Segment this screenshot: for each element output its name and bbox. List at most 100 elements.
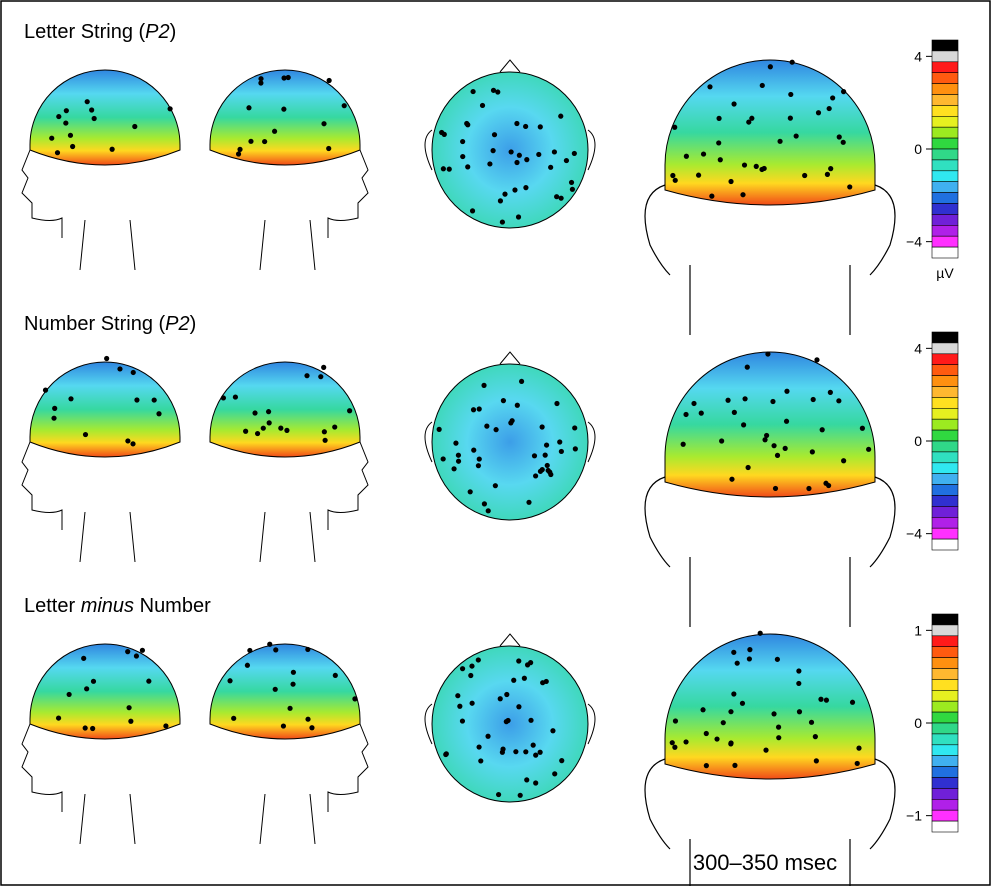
electrode [516, 658, 521, 663]
colorbar-cell [932, 647, 958, 658]
colorbar-cell [932, 614, 958, 625]
electrode [327, 78, 332, 83]
electrode [70, 144, 75, 149]
electrode [533, 753, 538, 758]
colorbar-cell [932, 701, 958, 712]
electrode [481, 383, 486, 388]
electrode [573, 446, 578, 451]
electrode [272, 129, 277, 134]
electrode [552, 771, 557, 776]
electrode [469, 663, 474, 668]
colorbar-cell [932, 756, 958, 767]
electrode [501, 398, 506, 403]
electrode [850, 700, 855, 705]
colorbar-cell [932, 539, 958, 550]
electrode [125, 438, 130, 443]
colorbar-cell [932, 528, 958, 539]
electrode [701, 151, 706, 156]
colorbar-cell [932, 73, 958, 84]
electrode [745, 365, 750, 370]
electrode [163, 723, 168, 728]
electrode [273, 647, 278, 652]
colorbar-tick-label: −1 [906, 808, 922, 824]
electrode [764, 433, 769, 438]
electrode [788, 116, 793, 121]
electrode [784, 389, 789, 394]
electrode [540, 424, 545, 429]
electrode [559, 196, 564, 201]
electrode [673, 718, 678, 723]
electrode [131, 370, 136, 375]
electrode [741, 422, 746, 427]
electrode [267, 642, 272, 647]
electrode [437, 427, 442, 432]
electrode [524, 157, 529, 162]
electrode [775, 657, 780, 662]
electrode [754, 164, 759, 169]
electrode [281, 75, 286, 80]
electrode [830, 95, 835, 100]
electrode [814, 357, 819, 362]
colorbar-cell [932, 225, 958, 236]
electrode [550, 728, 555, 733]
electrode [540, 467, 545, 472]
electrode [740, 192, 745, 197]
electrode [784, 419, 789, 424]
electrode [731, 650, 736, 655]
row-title: Letter minus Number [24, 595, 211, 617]
electrode [554, 401, 559, 406]
electrode [564, 158, 569, 163]
electrode [696, 173, 701, 178]
electrode [89, 107, 94, 112]
electrode [813, 734, 818, 739]
title-text: Letter [24, 595, 81, 617]
electrode [498, 198, 503, 203]
electrode [670, 740, 675, 745]
electrode [441, 166, 446, 171]
face-outline [328, 150, 368, 238]
colorbar-cell [932, 734, 958, 745]
electrode [128, 719, 133, 724]
colorbar-cell [932, 767, 958, 778]
title-italic: P2 [165, 313, 189, 335]
colorbar-cell [932, 116, 958, 127]
colorbar-cell [932, 419, 958, 430]
electrode [699, 411, 704, 416]
colorbar-tick-label: 0 [914, 141, 922, 157]
colorbar-cell [932, 204, 958, 215]
electrode [110, 147, 115, 152]
electrode [759, 167, 764, 172]
electrode [49, 136, 54, 141]
electrode [305, 717, 310, 722]
electrode [841, 458, 846, 463]
electrode [540, 680, 545, 685]
electrode [487, 161, 492, 166]
electrode [321, 365, 326, 370]
electrode [167, 106, 172, 111]
electrode [770, 399, 775, 404]
neck-outline [260, 512, 315, 562]
electrode [486, 508, 491, 513]
electrode [493, 483, 498, 488]
colorbar-cell [932, 193, 958, 204]
colorbar-cell [932, 496, 958, 507]
electrode [125, 649, 130, 654]
colorbar-cell [932, 636, 958, 647]
electrode [516, 214, 521, 219]
colorbar-cell [932, 799, 958, 810]
electrode [776, 735, 781, 740]
electrode [248, 139, 253, 144]
electrode [83, 432, 88, 437]
electrode [746, 465, 751, 470]
electrode [570, 187, 575, 192]
electrode [514, 160, 519, 165]
colorbar-cell [932, 138, 958, 149]
electrode [533, 473, 538, 478]
colorbar-cell [932, 105, 958, 116]
electrode [836, 398, 841, 403]
electrode [721, 720, 726, 725]
neck-outline [260, 794, 315, 844]
electrode [522, 676, 527, 681]
electrode [510, 418, 515, 423]
electrode [559, 449, 564, 454]
